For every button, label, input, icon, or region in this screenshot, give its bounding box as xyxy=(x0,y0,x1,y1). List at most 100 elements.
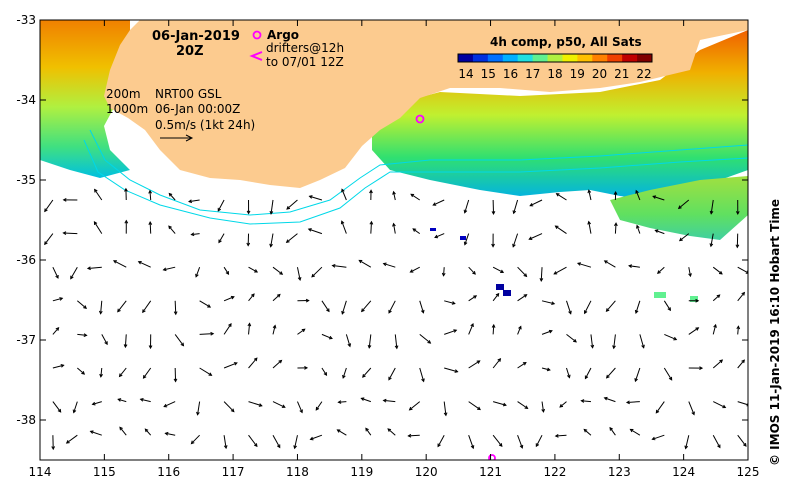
current-vector xyxy=(463,233,470,246)
x-tick-label: 116 xyxy=(157,465,180,479)
current-vector xyxy=(491,323,496,335)
current-vector xyxy=(246,199,251,215)
current-vector xyxy=(362,367,372,378)
sst-cold-patch xyxy=(503,290,511,296)
current-vector xyxy=(272,434,281,449)
current-vector xyxy=(65,434,78,444)
current-vector xyxy=(248,266,259,273)
colorbar-label: 15 xyxy=(481,67,496,81)
current-vector xyxy=(554,433,567,438)
current-vector xyxy=(163,401,176,408)
current-vector xyxy=(541,367,551,372)
current-vector xyxy=(77,333,88,338)
current-vector xyxy=(437,434,445,448)
sst-patch xyxy=(654,292,666,298)
current-vector xyxy=(382,262,396,268)
argo-float-marker xyxy=(415,114,496,460)
colorbar-swatch xyxy=(487,54,504,62)
current-vector xyxy=(195,267,201,278)
current-vector xyxy=(614,222,618,234)
current-vector xyxy=(712,266,723,275)
current-vector xyxy=(408,401,421,411)
current-vector xyxy=(173,300,178,316)
current-vector xyxy=(361,300,372,313)
current-vector xyxy=(148,221,153,234)
current-vector xyxy=(663,300,671,312)
current-vector xyxy=(217,199,225,212)
current-vector xyxy=(297,328,306,335)
current-vector xyxy=(142,367,152,379)
current-vector xyxy=(174,334,185,347)
x-tick-label: 114 xyxy=(29,465,52,479)
current-vector xyxy=(272,324,277,335)
current-vector xyxy=(93,221,103,234)
current-vector xyxy=(491,199,496,215)
current-vector xyxy=(223,323,232,335)
current-vector xyxy=(340,220,347,234)
x-tick-label: 118 xyxy=(286,465,309,479)
current-vector xyxy=(634,300,641,314)
current-vector xyxy=(517,435,524,449)
current-vector xyxy=(269,233,274,248)
current-vector xyxy=(655,401,665,414)
current-vector xyxy=(308,195,323,201)
current-vector xyxy=(336,429,347,436)
current-vector xyxy=(137,261,151,268)
current-vector xyxy=(412,228,421,235)
colorbar-swatch xyxy=(592,54,608,62)
colorbar-label: 17 xyxy=(525,67,540,81)
current-vector xyxy=(223,435,228,450)
colorbar-label: 20 xyxy=(592,67,607,81)
current-vector xyxy=(124,219,129,234)
current-vector xyxy=(296,267,302,281)
current-vector xyxy=(677,199,690,210)
current-vector xyxy=(737,359,745,369)
current-vector xyxy=(117,300,127,313)
y-tick-label: -36 xyxy=(16,253,36,267)
current-vector xyxy=(70,266,78,280)
current-vector xyxy=(199,331,215,336)
colorbar-swatch xyxy=(472,54,489,62)
current-vector xyxy=(297,366,309,370)
current-vector-field xyxy=(44,187,748,451)
colorbar-swatch xyxy=(622,54,638,62)
drifter-legend-label: drifters@12h xyxy=(266,41,344,55)
x-tick-label: 120 xyxy=(415,465,438,479)
colorbar-label: 21 xyxy=(614,67,629,81)
current-vector xyxy=(199,367,213,376)
current-vector xyxy=(664,333,678,341)
y-tick-label: -37 xyxy=(16,333,36,347)
current-vector xyxy=(651,434,665,441)
current-vector xyxy=(712,434,721,449)
x-tick-label: 117 xyxy=(222,465,245,479)
colorbar-swatch xyxy=(637,54,653,62)
argo-legend-label: Argo xyxy=(267,28,299,42)
current-vector xyxy=(86,266,102,271)
current-vector xyxy=(688,401,695,416)
current-vector xyxy=(119,426,127,436)
colorbar-swatch xyxy=(517,54,534,62)
current-vector xyxy=(566,334,577,343)
current-vector xyxy=(468,435,475,450)
current-vector xyxy=(52,364,65,369)
current-vector xyxy=(369,220,374,234)
current-vector xyxy=(190,232,200,237)
current-vector xyxy=(409,266,420,273)
sst-region-east xyxy=(372,30,748,200)
current-vector xyxy=(62,231,78,235)
current-vector xyxy=(52,327,60,335)
current-vector xyxy=(463,199,470,214)
current-vector xyxy=(517,401,529,409)
current-vector xyxy=(124,187,128,201)
current-vector xyxy=(311,266,323,278)
current-vector xyxy=(735,233,740,249)
isobath-1000m xyxy=(83,139,748,225)
current-vector xyxy=(394,334,399,350)
current-vector xyxy=(587,220,592,234)
current-vector xyxy=(629,428,641,436)
current-vector xyxy=(736,325,741,335)
current-vector xyxy=(444,300,456,305)
sst-colorbar: 4h comp, p50, All Sats 14 15 16 17 18 19 20 21 2… xyxy=(457,35,653,81)
current-vector xyxy=(468,266,476,275)
current-vector xyxy=(419,367,425,383)
